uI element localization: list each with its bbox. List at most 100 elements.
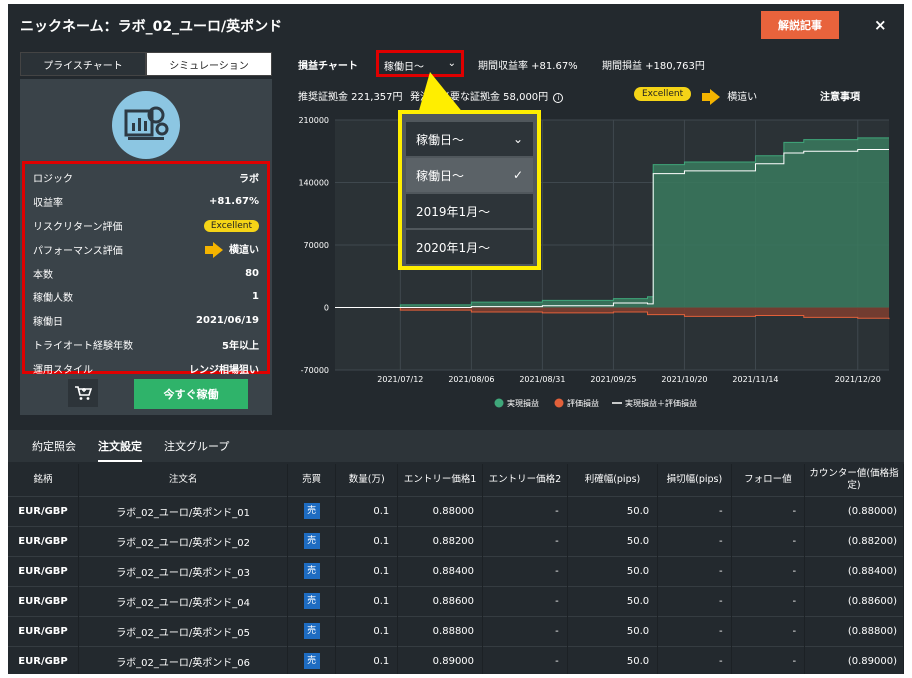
column-header[interactable]: エントリー価格1 [397,464,484,496]
left-tabs: プライスチャート シミュレーション [20,52,272,76]
chevron-down-icon: ⌄ [447,58,456,69]
table-cell: 50.0 [567,615,659,646]
sell-badge: 売 [303,653,320,670]
stat-label: トライオート経験年数 [33,340,133,352]
table-cell: - [657,645,732,674]
arrow-right-icon [205,241,223,258]
table-cell: - [731,555,806,586]
stat-row: ロジック ラボ [33,166,259,190]
sell-badge: 売 [303,563,320,579]
series-total-line [335,148,889,308]
dropdown-option-label: 2019年1月～ [416,204,491,219]
legend-marker [494,398,504,408]
table-cell: 0.88400 [397,555,484,586]
sell-badge: 売 [303,593,320,609]
column-header[interactable]: 売買 [287,464,337,496]
period-select-value: 稼働日～ [384,62,424,73]
column-header[interactable]: 損切幅(pips) [657,464,732,496]
stat-value: 5年以上 [222,337,259,352]
notes-link[interactable]: 注意事項 [820,92,860,103]
table-cell: 売 [287,495,337,526]
stat-value-text: 横這い [229,244,259,256]
tab-simulation[interactable]: シミュレーション [146,52,272,76]
table-cell: - [731,615,806,646]
table-cell: 0.88800 [397,615,484,646]
dropdown-option-2019[interactable]: 2019年1月～ [406,194,533,228]
stat-value: 2021/06/19 [196,315,259,326]
table-row[interactable]: EUR/GBP ラボ_02_ユーロ/英ポンド_01 売 0.1 0.88000-50.0… [8,495,904,526]
table-row[interactable]: EUR/GBP ラボ_02_ユーロ/英ポンド_04 売 0.1 0.88600-50.0… [8,585,904,616]
close-icon[interactable]: × [874,16,887,34]
order-margin: 発注に必要な証拠金 58,000円 i [410,88,596,103]
stat-label: 収益率 [33,198,63,210]
table-cell: - [482,555,568,586]
column-header[interactable]: エントリー価格2 [482,464,568,496]
callout-pointer [418,72,464,114]
sell-badge: 売 [303,503,320,519]
dropdown-option-2020[interactable]: 2020年1月～ [406,230,533,264]
stat-value-text: 80 [245,267,259,279]
modal-window: ニックネーム：ラボ_02_ユーロ/英ポンド 解説記事 × プライスチャート シミ… [8,4,904,674]
stat-value-text: 2021/06/19 [196,315,259,327]
table-cell: 0.88000 [397,495,484,526]
order-table: 銘柄 注文名 売買 数量(万) エントリー価格1 エントリー価格2 利確幅(pips) 損切幅… [8,464,904,674]
stat-value-text: 1 [252,291,259,303]
column-header[interactable]: 注文名 [78,464,289,496]
stat-value: ラボ [239,170,259,185]
tab-executions[interactable]: 約定照会 [32,440,76,453]
stat-label: パフォーマンス評価 [33,245,123,257]
table-cell: - [657,585,732,616]
table-cell: ラボ_02_ユーロ/英ポンド_03 [78,555,289,586]
stat-value-text: Excellent [203,219,259,232]
table-cell: (0.88400) [804,555,904,586]
table-row[interactable]: EUR/GBP ラボ_02_ユーロ/英ポンド_05 売 0.1 0.88800-50.0… [8,615,904,646]
column-header[interactable]: カウンター値(価格指定) [804,464,904,496]
cart-icon[interactable] [68,379,98,407]
stat-label: ロジック [33,174,73,186]
sell-badge: 売 [303,623,320,639]
tab-order-group[interactable]: 注文グループ [164,440,230,453]
table-cell: (0.88800) [804,615,904,646]
pl-chart-title: 損益チャート [298,61,358,72]
pl-chart: 210000 140000 70000 0 -70000 2021/07/12 2021/0… [298,116,890,408]
table-row[interactable]: EUR/GBP ラボ_02_ユーロ/英ポンド_02 売 0.1 0.88200-50.0… [8,525,904,556]
table-row[interactable]: EUR/GBP ラボ_02_ユーロ/英ポンド_03 売 0.1 0.88400-50.0… [8,555,904,586]
period-dropdown-popup: 稼働日～ ⌄ 稼働日～ ✓ 2019年1月～ 2020年1月～ [398,110,541,270]
stat-value: レンジ相場狙い [189,361,259,376]
x-tick-label: 2021/07/12 [377,375,423,384]
article-button[interactable]: 解説記事 [761,11,839,39]
dropdown-option-since-start[interactable]: 稼働日～ ✓ [406,158,533,192]
legend-label: 実現損益＋評価損益 [625,398,697,408]
table-cell: - [482,615,568,646]
info-icon[interactable]: i [553,93,564,103]
tab-price-chart[interactable]: プライスチャート [20,52,146,76]
table-cell: 0.88600 [397,585,484,616]
stat-label: 運用スタイル [33,364,93,376]
run-now-button[interactable]: 今すぐ稼働 [134,379,248,409]
stat-value: 1 [252,291,259,302]
y-tick-label: 70000 [304,241,329,250]
table-row[interactable]: EUR/GBP ラボ_02_ユーロ/英ポンド_06 売 0.1 0.89000-50.0… [8,645,904,674]
table-cell: 売 [287,615,337,646]
legend-marker [554,398,564,408]
table-cell: ラボ_02_ユーロ/英ポンド_01 [78,495,289,526]
table-cell: (0.89000) [804,645,904,674]
stat-value: Excellent [203,219,259,232]
table-cell: 0.1 [335,645,399,674]
stat-value-text: 5年以上 [222,340,259,352]
table-cell: - [482,645,568,674]
dropdown-header[interactable]: 稼働日～ ⌄ [406,122,533,156]
table-cell: - [731,645,806,674]
column-header[interactable]: 銘柄 [8,464,80,496]
strategy-stats: ロジック ラボ 収益率 +81.67% リスクリターン評価 Excellent パフォーマン… [22,161,270,376]
table-cell: - [657,495,732,526]
x-tick-label: 2021/08/31 [519,375,565,384]
stat-label: リスクリターン評価 [33,221,123,233]
table-cell: 売 [287,585,337,616]
column-header[interactable]: フォロー値 [731,464,806,496]
column-header[interactable]: 利確幅(pips) [567,464,659,496]
x-tick-label: 2021/08/06 [448,375,494,384]
tab-order-settings[interactable]: 注文設定 [98,438,142,462]
table-cell: 0.1 [335,615,399,646]
column-header[interactable]: 数量(万) [335,464,399,496]
